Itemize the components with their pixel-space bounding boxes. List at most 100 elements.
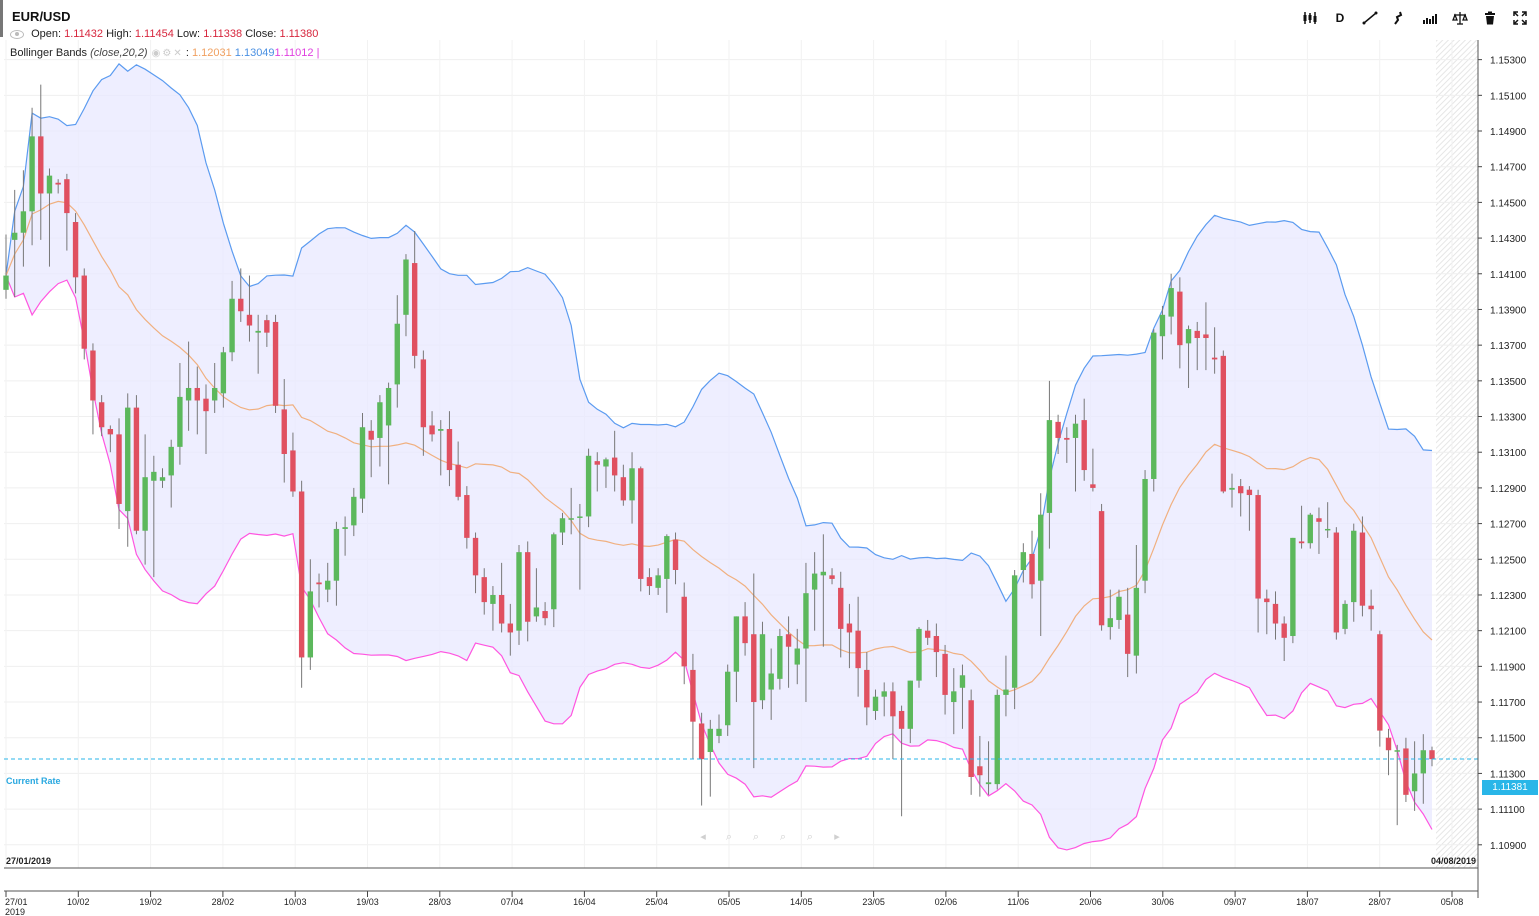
candle-body <box>846 623 853 633</box>
candle-body <box>768 673 774 690</box>
symbol-title[interactable]: EUR/USD <box>12 9 71 24</box>
candle-body <box>820 571 827 576</box>
candle-body <box>603 459 609 467</box>
trash-icon[interactable] <box>1475 8 1505 28</box>
indicator-params: (close,20,2) <box>90 47 148 59</box>
ohlc-readout: Open: 1.11432 High: 1.11454 Low: 1.11338… <box>10 28 318 40</box>
candle-body <box>1368 605 1374 610</box>
open-value: 1.11432 <box>64 28 104 40</box>
candle-body <box>281 409 287 454</box>
candle-body <box>1411 773 1418 792</box>
candle-body <box>333 528 340 581</box>
candle-body <box>490 594 496 604</box>
x-tick-label: 18/07 <box>1296 897 1319 907</box>
chart-type-icon[interactable] <box>1415 8 1445 28</box>
timeframe-button[interactable]: D <box>1335 11 1345 25</box>
candle-body <box>46 175 53 194</box>
candle-body <box>542 611 548 619</box>
close-value: 1.11380 <box>279 28 319 40</box>
candle-body <box>985 782 992 785</box>
candle-body <box>559 518 566 533</box>
candle-body <box>211 387 218 401</box>
visibility-icon[interactable] <box>10 29 24 39</box>
y-tick-label: 1.11100 <box>1490 805 1525 816</box>
candle-body <box>1394 750 1400 752</box>
chart-nav-icon: ⌕ <box>780 830 786 843</box>
x-tick-label: 05/08 <box>1441 897 1464 907</box>
candles-icon[interactable] <box>1295 8 1325 28</box>
axes: 1.15300 1.15100 1.14900 1.14700 1.14500 1.143… <box>4 40 1527 916</box>
candle-body <box>629 468 635 501</box>
candle-body <box>638 468 644 579</box>
y-tick-label: 1.14100 <box>1490 270 1527 281</box>
low-value: 1.11338 <box>203 28 243 40</box>
x-tick-label: 10/03 <box>284 897 307 907</box>
candle-body <box>672 539 679 570</box>
candle-body <box>1385 737 1392 751</box>
indicator-legend[interactable]: Bollinger Bands (close,20,2) ◉ ⚙ ✕ : 1.120… <box>10 47 319 59</box>
visibility-icon[interactable]: ◉ <box>151 48 161 59</box>
start-date-label: 27/01/2019 <box>6 856 51 866</box>
candle-body <box>325 580 331 590</box>
y-tick-label: 1.14900 <box>1490 127 1527 138</box>
candle-body <box>1046 420 1053 513</box>
candle-body <box>1029 553 1035 585</box>
low-label: Low: <box>176 28 201 40</box>
balance-icon[interactable] <box>1445 8 1475 28</box>
candle-body <box>1072 423 1079 438</box>
candle-body <box>1290 537 1296 637</box>
candle-body <box>151 471 157 481</box>
middle-band-value: 1.12031 <box>191 47 232 59</box>
x-tick-label: 28/02 <box>212 897 235 907</box>
y-tick-label: 1.12500 <box>1490 555 1527 566</box>
candle-body <box>116 434 122 504</box>
settings-icon[interactable]: ⚙ <box>162 48 172 59</box>
candle-body <box>1211 357 1218 360</box>
candle-body <box>1177 291 1183 346</box>
candle-body <box>742 616 748 644</box>
candle-body <box>1038 514 1044 581</box>
candle-body <box>3 275 9 290</box>
candle-body <box>933 636 940 653</box>
candle-body <box>1090 484 1096 488</box>
indicator-separator: : <box>185 47 189 59</box>
x-tick-label: 07/04 <box>501 897 524 907</box>
candle-body <box>1003 689 1009 695</box>
draw-line-icon[interactable] <box>1355 8 1385 28</box>
candle-body <box>951 691 957 703</box>
candle-body <box>829 575 835 579</box>
candle-body <box>1055 421 1061 438</box>
upper-band-line <box>5 63 1433 603</box>
candle-body <box>568 518 574 520</box>
y-tick-label: 1.11900 <box>1490 662 1526 673</box>
candle-body <box>785 634 792 647</box>
lower-band-line <box>5 275 1433 851</box>
candle-body <box>1246 489 1253 496</box>
candle-body <box>664 536 670 579</box>
candle-body <box>238 298 244 312</box>
candle-body <box>1151 332 1157 479</box>
candle-body <box>351 496 357 526</box>
indicator-name: Bollinger Bands <box>10 47 88 59</box>
candle-body <box>168 446 174 476</box>
x-tick-label: 10/02 <box>67 897 90 907</box>
candle-body <box>898 710 905 729</box>
x-tick-label: 27/01 <box>5 897 28 907</box>
candle-body <box>872 696 879 711</box>
candle-body <box>359 427 366 499</box>
indicator-icon[interactable] <box>1385 8 1415 28</box>
candle-body <box>90 350 96 401</box>
candle-body <box>264 320 270 333</box>
candle-body <box>368 430 374 440</box>
y-tick-label: 1.10900 <box>1490 841 1527 852</box>
candle-body <box>751 634 757 703</box>
remove-icon[interactable]: ✕ <box>173 48 182 59</box>
bollinger-bands <box>5 63 1433 851</box>
candle-body <box>377 402 383 438</box>
candle-body <box>1142 478 1148 581</box>
fullscreen-icon[interactable] <box>1505 8 1535 28</box>
candle-body <box>507 623 514 633</box>
x-tick-label: 23/05 <box>862 897 885 907</box>
candle-body <box>455 464 461 497</box>
